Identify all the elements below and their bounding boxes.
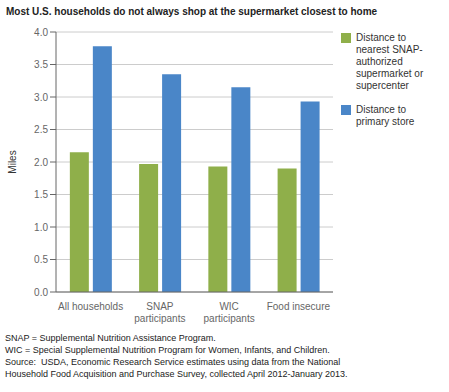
- svg-text:WICparticipants: WICparticipants: [204, 301, 255, 324]
- svg-text:0.5: 0.5: [34, 254, 48, 265]
- svg-text:3.5: 3.5: [34, 59, 48, 70]
- svg-text:0.0: 0.0: [34, 287, 48, 298]
- html-text:Distance to primary store: Distance to primary store: [356, 104, 415, 127]
- svg-text:2.5: 2.5: [34, 124, 48, 135]
- svg-text:4.0: 4.0: [34, 27, 48, 38]
- svg-text:3.0: 3.0: [34, 92, 48, 103]
- svg-text:All households: All households: [58, 301, 123, 312]
- svg-text:1.5: 1.5: [34, 189, 48, 200]
- svg-text:2.0: 2.0: [34, 157, 48, 168]
- html-text:Distance to nearest SNAP- auth: Distance to nearest SNAP- authorized sup…: [356, 32, 424, 91]
- html-text:Most U.S. households do not al: Most U.S. households do not always shop …: [6, 6, 378, 17]
- html-text:SNAP = Supplemental Nutrition: SNAP = Supplemental Nutrition Assistance…: [5, 333, 348, 379]
- svg-text:Food insecure: Food insecure: [267, 301, 331, 312]
- svg-text:SNAPparticipants: SNAPparticipants: [134, 301, 185, 324]
- svg-text:1.0: 1.0: [34, 222, 48, 233]
- svg-text:Miles: Miles: [8, 150, 18, 173]
